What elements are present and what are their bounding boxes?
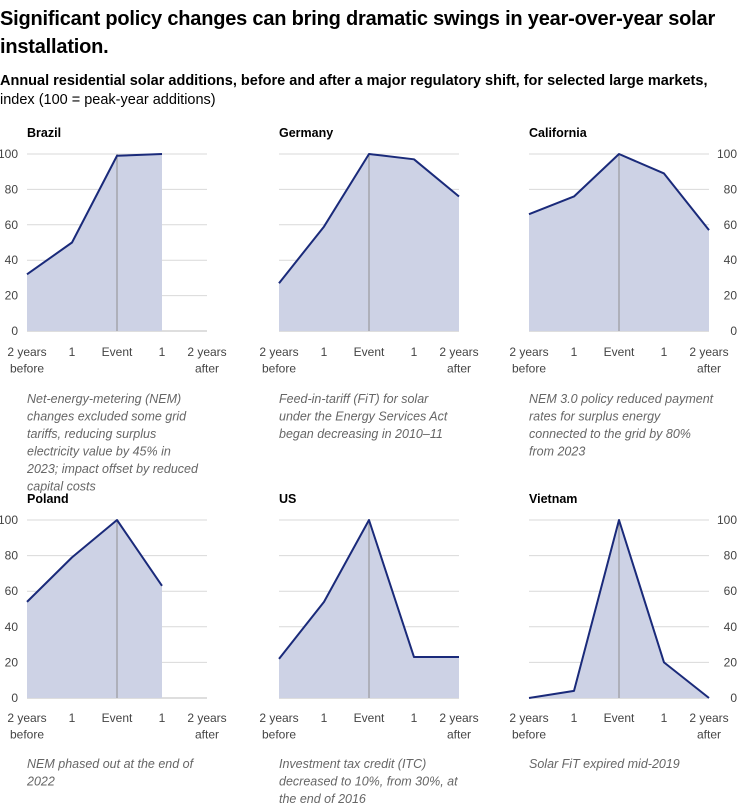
panel-note: Feed-in-tariff (FiT) for solar under the …	[279, 392, 448, 441]
subtitle-bold: Annual residential solar additions, befo…	[0, 73, 708, 89]
y-tick-label: 60	[724, 584, 738, 598]
x-tick-label: 2 years before	[259, 345, 298, 376]
y-tick-label: 100	[0, 513, 18, 527]
x-tick-label: 1	[411, 711, 418, 725]
series-line	[528, 519, 710, 699]
panel-note: NEM phased out at the end of 2022	[26, 757, 195, 789]
x-tick-label: 1	[571, 711, 578, 725]
y-tick-label: 100	[717, 147, 737, 161]
panel-germany: Germany 2 years before 1 Event 1 2 years after F…	[259, 126, 478, 441]
y-tick-label: 20	[724, 289, 738, 303]
x-tick-label: 1	[661, 711, 668, 725]
y-tick-label: 60	[724, 218, 738, 232]
panel-title: US	[279, 492, 296, 506]
x-tick-label: 2 years before	[259, 711, 298, 742]
series-line	[278, 153, 460, 284]
x-tick-label: Event	[102, 711, 133, 725]
x-tick-label: 1	[411, 345, 418, 359]
panel-title: Poland	[27, 492, 69, 506]
y-tick-label: 80	[5, 549, 19, 563]
x-tick-label: 2 years after	[439, 345, 478, 376]
y-tick-label: 60	[5, 584, 19, 598]
x-tick-label: 2 years before	[7, 345, 46, 376]
chart-headline: Significant policy changes can bring dra…	[0, 8, 716, 58]
x-tick-label: 1	[571, 345, 578, 359]
panel-note: NEM 3.0 policy reduced payment rates for …	[529, 392, 714, 459]
y-tick-label: 20	[5, 289, 19, 303]
x-tick-label: 1	[321, 345, 328, 359]
x-tick-label: 2 years before	[7, 711, 46, 742]
series-line	[26, 519, 163, 603]
panel-note: Net-energy-metering (NEM) changes exclude…	[26, 392, 199, 494]
x-tick-label: 2 years before	[509, 345, 548, 376]
panel-title: California	[529, 126, 588, 140]
y-tick-label: 0	[11, 324, 18, 338]
x-tick-label: 1	[69, 345, 76, 359]
y-tick-label: 80	[724, 549, 738, 563]
panel-california: California 0 20 40 60 80 100 2 years before 1 Even…	[509, 126, 737, 459]
panel-us: US 2 years before 1 Event 1 2 years after Invest…	[259, 492, 478, 806]
x-tick-label: 2 years after	[187, 711, 226, 742]
y-tick-label: 80	[5, 182, 19, 196]
x-tick-label: Event	[354, 711, 385, 725]
x-tick-label: 2 years before	[509, 711, 548, 742]
panel-title: Vietnam	[529, 492, 577, 506]
y-tick-label: 20	[724, 655, 738, 669]
y-tick-label: 40	[5, 620, 19, 634]
x-tick-label: Event	[604, 345, 635, 359]
x-tick-label: Event	[354, 345, 385, 359]
x-tick-label: 2 years after	[439, 711, 478, 742]
panel-title: Germany	[279, 126, 333, 140]
x-tick-label: 1	[321, 711, 328, 725]
x-tick-label: Event	[604, 711, 635, 725]
y-tick-label: 100	[717, 513, 737, 527]
y-tick-label: 40	[724, 253, 738, 267]
chart-subtitle: Annual residential solar additions, befo…	[0, 72, 740, 110]
x-tick-label: 1	[159, 345, 166, 359]
panel-poland: Poland 0 20 40 60 80 100 2 years before 1 Event 1 2 …	[0, 492, 227, 789]
y-tick-label: 40	[5, 253, 19, 267]
y-tick-label: 100	[0, 147, 18, 161]
panel-title: Brazil	[27, 126, 61, 140]
series-area	[27, 154, 162, 331]
y-tick-label: 40	[724, 620, 738, 634]
y-tick-label: 0	[11, 691, 18, 705]
x-tick-label: 2 years after	[689, 711, 728, 742]
series-line	[278, 519, 459, 660]
panel-note: Solar FiT expired mid-2019	[529, 757, 680, 771]
y-tick-label: 80	[724, 182, 738, 196]
panel-brazil: Brazil 0 20 40 60 80 100 2 years before 1 Event 1 2 …	[0, 126, 227, 494]
x-tick-label: 1	[69, 711, 76, 725]
x-tick-label: 2 years after	[689, 345, 728, 376]
series-line	[528, 153, 710, 231]
x-tick-label: Event	[102, 345, 133, 359]
series-area	[27, 520, 162, 698]
subtitle-normal: index (100 = peak-year additions)	[0, 92, 216, 108]
y-tick-label: 0	[730, 324, 737, 338]
panel-note: Investment tax credit (ITC) decreased to …	[279, 757, 458, 806]
x-tick-label: 1	[159, 711, 166, 725]
x-tick-label: 2 years after	[187, 345, 226, 376]
y-tick-label: 60	[5, 218, 19, 232]
y-tick-label: 20	[5, 655, 19, 669]
panel-vietnam: Vietnam 0 20 40 60 80 100 2 years before 1 Event 1 2…	[509, 492, 737, 771]
series-line	[26, 153, 163, 276]
y-tick-label: 0	[730, 691, 737, 705]
x-tick-label: 1	[661, 345, 668, 359]
